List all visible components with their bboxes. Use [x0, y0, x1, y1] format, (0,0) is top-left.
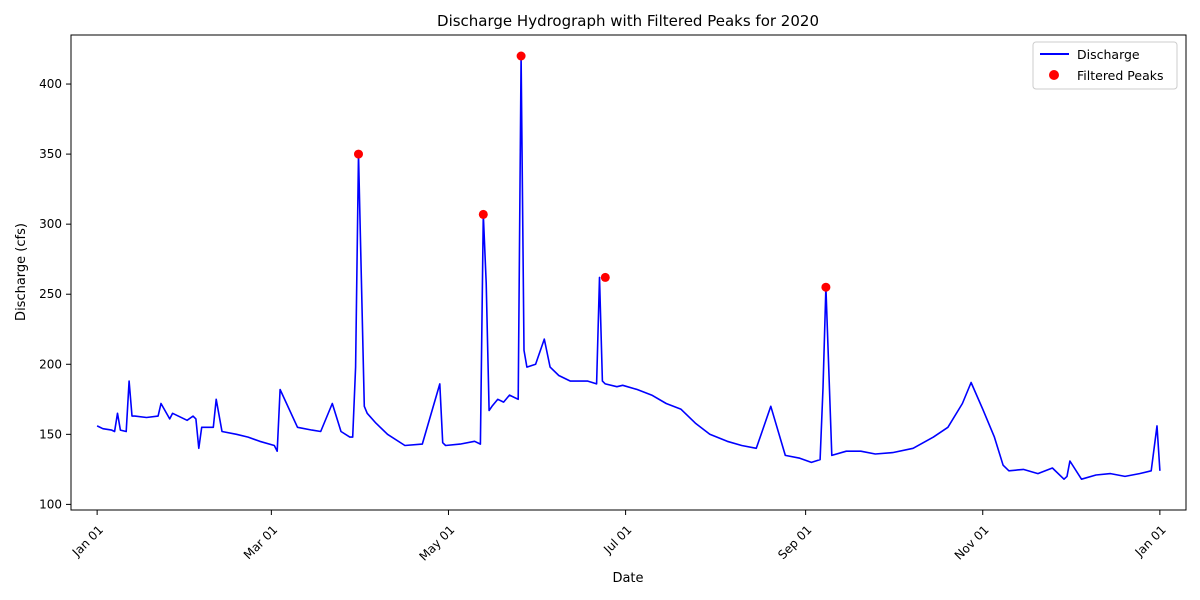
- discharge-line: [96, 55, 1161, 480]
- plot-area-frame: [70, 34, 1187, 511]
- x-tick-label: Sep 01: [775, 523, 814, 562]
- peak-marker: [821, 282, 831, 292]
- x-tick-label: Jan 01: [69, 523, 106, 560]
- y-tick-label: 250: [39, 287, 62, 301]
- y-tick-label: 400: [39, 77, 62, 91]
- y-tick-label: 350: [39, 147, 62, 161]
- peak-marker: [516, 51, 526, 61]
- legend: Discharge Filtered Peaks: [1032, 41, 1178, 90]
- x-axis: Jan 01 Mar 01 May 01 Jul 01 Sep 01 Nov 01 Jan …: [69, 510, 1169, 564]
- x-tick-label: Jan 01: [1132, 523, 1169, 560]
- legend-peaks-swatch: [1049, 70, 1059, 80]
- y-tick-label: 200: [39, 357, 62, 371]
- chart-title: Discharge Hydrograph with Filtered Peaks…: [437, 12, 819, 30]
- peak-marker: [354, 149, 363, 159]
- x-axis-label: Date: [612, 571, 643, 586]
- y-tick-label: 150: [39, 427, 62, 441]
- legend-discharge-label: Discharge: [1077, 47, 1140, 62]
- y-tick-label: 300: [39, 217, 62, 231]
- peak-marker: [600, 272, 610, 282]
- x-tick-label: Mar 01: [241, 523, 280, 562]
- x-tick-label: Nov 01: [952, 523, 992, 563]
- peak-marker: [478, 209, 488, 219]
- x-tick-label: May 01: [416, 523, 457, 564]
- y-tick-label: 100: [39, 497, 62, 511]
- legend-peaks-label: Filtered Peaks: [1077, 68, 1163, 83]
- x-tick-label: Jul 01: [600, 523, 634, 557]
- y-axis: 100 150 200 250 300 350 400: [39, 77, 71, 511]
- y-axis-label: Discharge (cfs): [14, 223, 29, 321]
